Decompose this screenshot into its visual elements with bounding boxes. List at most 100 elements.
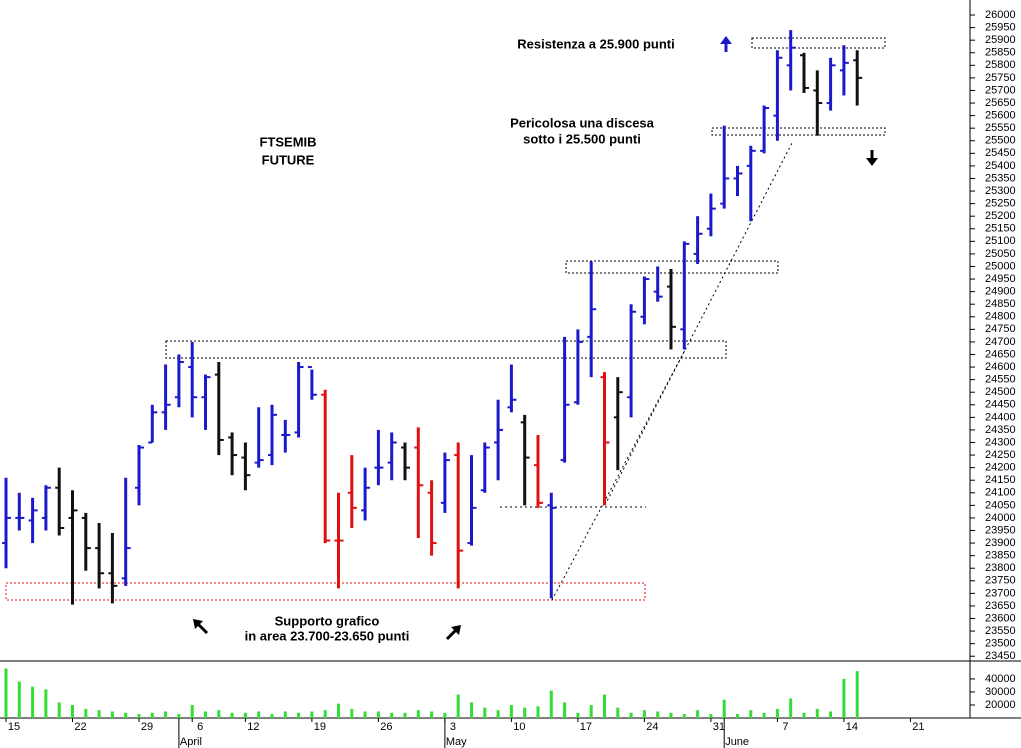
y-tick-label: 24550 [985, 374, 1016, 386]
y-tick-label: 25250 [985, 198, 1016, 210]
y-tick-label: 24050 [985, 499, 1016, 511]
volume-bar [456, 694, 460, 718]
volume-bar [496, 710, 500, 718]
annotation: FTSEMIB [259, 134, 316, 149]
volume-bar [563, 702, 567, 718]
x-tick-label: 12 [247, 721, 259, 733]
volume-bar [589, 704, 593, 718]
y-tick-label: 25700 [985, 84, 1016, 96]
y-tick-label: 23500 [985, 638, 1016, 650]
y-tick-label: 25100 [985, 235, 1016, 247]
volume-bar [230, 712, 234, 718]
y-tick-label: 24250 [985, 449, 1016, 461]
y-tick-label: 24200 [985, 462, 1016, 474]
arrow-up-left [193, 619, 209, 635]
volume-bar [709, 714, 713, 718]
volume-bar [802, 712, 806, 718]
volume-bar [110, 711, 114, 718]
volume-bar [616, 707, 620, 718]
resistance-zone [751, 37, 886, 49]
y-tick-label: 25550 [985, 122, 1016, 134]
y-tick-label: 23900 [985, 537, 1016, 549]
volume-bar [204, 711, 207, 718]
y-tick-label: 24450 [985, 399, 1016, 411]
volume-bar [682, 714, 686, 718]
volume-bar [629, 712, 633, 718]
volume-bar [4, 668, 8, 718]
y-tick-label: 25950 [985, 22, 1016, 34]
y-tick-label: 23950 [985, 524, 1016, 536]
arrow-up [720, 36, 732, 52]
y-tick-label: 24400 [985, 411, 1016, 423]
y-tick-label: 25600 [985, 110, 1016, 122]
y-tick-label: 40000 [985, 673, 1016, 685]
y-tick-label: 24800 [985, 311, 1016, 323]
volume-bar [416, 710, 420, 718]
y-tick-label: 25650 [985, 97, 1016, 109]
x-tick-label: 26 [380, 721, 392, 733]
resistance-zone [165, 340, 727, 359]
x-tick-label: 7 [782, 721, 788, 733]
y-tick-label: 24900 [985, 286, 1016, 298]
volume-bar [656, 711, 660, 718]
x-tick-label: 14 [846, 721, 858, 733]
trend-line [551, 349, 686, 601]
volume-bar [483, 707, 487, 718]
volume-bar [164, 711, 168, 718]
volume-bar [84, 708, 88, 718]
volume-bar [523, 707, 527, 718]
annotation: Resistenza a 25.900 punti [517, 36, 675, 51]
x-tick-label: 29 [141, 721, 153, 733]
volume-bar [297, 712, 301, 718]
volume-bar [642, 710, 646, 718]
volume-bar [509, 704, 513, 718]
x-tick-label: 31 [713, 721, 725, 733]
x-tick-label: 22 [74, 721, 86, 733]
y-tick-label: 25300 [985, 185, 1016, 197]
volume-bar [217, 710, 221, 718]
volume-bar [443, 712, 447, 718]
volume-bar [31, 686, 35, 718]
y-tick-label: 23700 [985, 587, 1016, 599]
y-tick-label: 24650 [985, 348, 1016, 360]
x-tick-label: 15 [8, 721, 20, 733]
volume-bar [549, 690, 553, 718]
annotation: FUTURE [262, 152, 315, 167]
volume-bar [57, 702, 61, 718]
volume-bar [337, 703, 340, 718]
x-tick-label: 6 [197, 721, 203, 733]
volume-bar [855, 671, 859, 718]
y-tick-label: 24750 [985, 323, 1016, 335]
x-tick-label: 17 [580, 721, 592, 733]
annotation: in area 23.700-23.650 punti [245, 628, 410, 643]
volume-bar [775, 708, 779, 718]
volume-bar [323, 710, 327, 718]
y-tick-label: 24150 [985, 474, 1016, 486]
volume-bar [603, 694, 606, 718]
month-label: April [180, 736, 202, 748]
volume-bar [829, 711, 833, 718]
month-label: June [725, 736, 749, 748]
x-tick-label: 21 [912, 721, 924, 733]
y-tick-label: 25750 [985, 72, 1016, 84]
volume-bar [842, 678, 846, 718]
volume-bar [403, 712, 407, 718]
volume-bar [789, 698, 793, 718]
support-zone [711, 127, 886, 136]
y-tick-label: 25050 [985, 248, 1016, 260]
volume-bar [762, 712, 766, 718]
volume-bar [270, 714, 274, 718]
volume-bar [310, 711, 314, 718]
y-tick-label: 24350 [985, 424, 1016, 436]
volume-bar [669, 712, 673, 718]
volume-bar [150, 712, 154, 718]
volume-bar [749, 710, 753, 718]
y-tick-label: 24600 [985, 361, 1016, 373]
y-tick-label: 23750 [985, 575, 1016, 587]
x-tick-label: 19 [314, 721, 326, 733]
y-tick-label: 23450 [985, 650, 1016, 662]
y-tick-label: 25000 [985, 260, 1016, 272]
volume-bar [430, 711, 434, 718]
y-tick-label: 25850 [985, 47, 1016, 59]
